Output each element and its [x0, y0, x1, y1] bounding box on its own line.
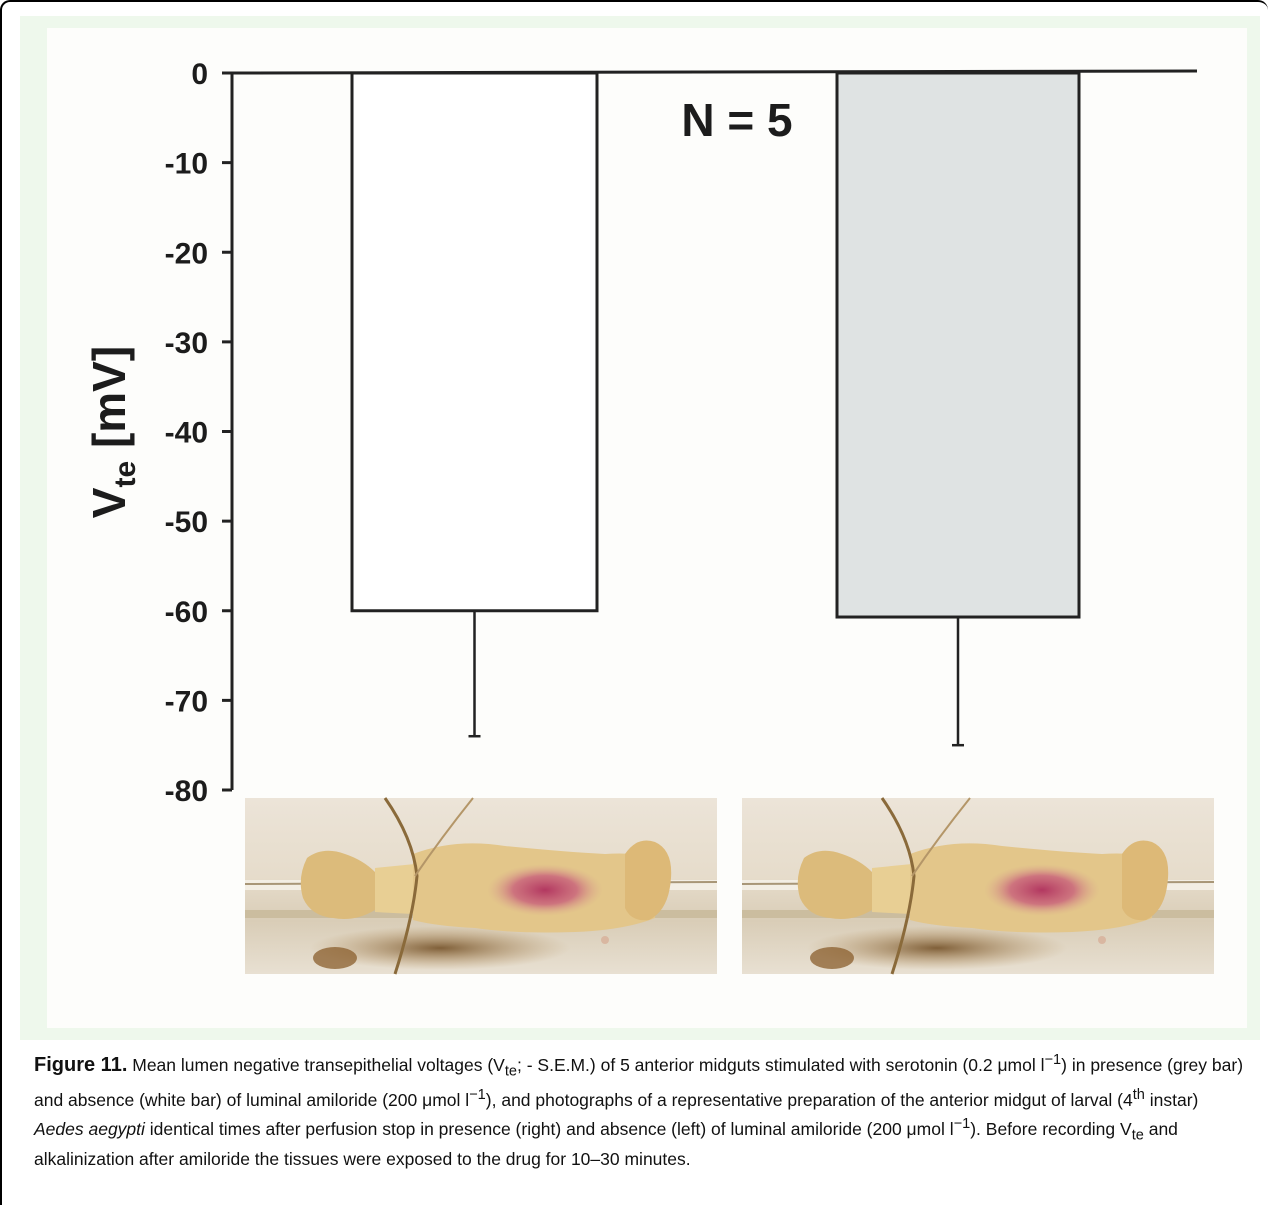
caption-species: Aedes aegypti	[34, 1118, 145, 1139]
caption-text-6: identical times after perfusion stop in …	[144, 1118, 954, 1139]
plot-area: 0 -10 -20 -30 -40 -50 -60 -70 -80 Vte [mV] N = 5	[47, 28, 1247, 1028]
bar-chart: 0 -10 -20 -30 -40 -50 -60 -70 -80 Vte [mV] N = 5	[83, 58, 1216, 976]
caption-subscript-te: te	[1131, 1127, 1144, 1144]
y-tick-label: -70	[165, 685, 208, 718]
caption-subscript-te: te	[504, 1063, 517, 1080]
bar-presence-grey	[835, 71, 1081, 619]
y-tick-label: 0	[191, 58, 208, 91]
y-tick-label: -50	[165, 506, 208, 539]
y-tick-label: -80	[165, 775, 208, 808]
photos	[243, 796, 1216, 976]
figure-caption: Figure 11. Mean lumen negative transepit…	[34, 1048, 1244, 1171]
midgut-photo-right-presence	[740, 796, 1216, 976]
figure-panel: 0 -10 -20 -30 -40 -50 -60 -70 -80 Vte [mV] N = 5	[20, 16, 1260, 1040]
caption-text-7: ). Before recording V	[970, 1118, 1132, 1139]
bars: N = 5	[350, 71, 1081, 747]
caption-superscript: −1	[469, 1087, 486, 1104]
y-tick-label: -40	[165, 417, 208, 450]
midgut-photo-left-absence	[243, 796, 719, 976]
axes: 0 -10 -20 -30 -40 -50 -60 -70 -80 Vte [mV]	[83, 58, 1198, 808]
caption-text-5: instar)	[1144, 1090, 1199, 1111]
y-tick-label: -20	[165, 237, 208, 270]
caption-text-3: ) in presence (grey bar) and absence (wh…	[34, 1054, 1244, 1111]
y-tick-label: -30	[165, 327, 208, 360]
sample-size-annotation: N = 5	[681, 94, 792, 146]
y-tick-label: -10	[165, 148, 208, 181]
caption-text-1: Mean lumen negative transepithelial volt…	[127, 1054, 505, 1075]
y-axis-label: Vte [mV]	[83, 346, 142, 518]
figure-label: Figure 11.	[34, 1053, 128, 1076]
caption-superscript: −1	[953, 1116, 971, 1133]
caption-text-8: and alkalinization after amiloride the t…	[34, 1118, 1178, 1170]
bar-absence-white	[350, 71, 599, 613]
caption-superscript-th: th	[1132, 1087, 1145, 1104]
caption-text-4: ), and photographs of a representative p…	[485, 1090, 1133, 1111]
y-tick-label: -60	[165, 596, 208, 629]
caption-superscript: −1	[1044, 1052, 1062, 1068]
caption-text-2: ; - S.E.M.) of 5 anterior midguts stimul…	[517, 1054, 1045, 1075]
